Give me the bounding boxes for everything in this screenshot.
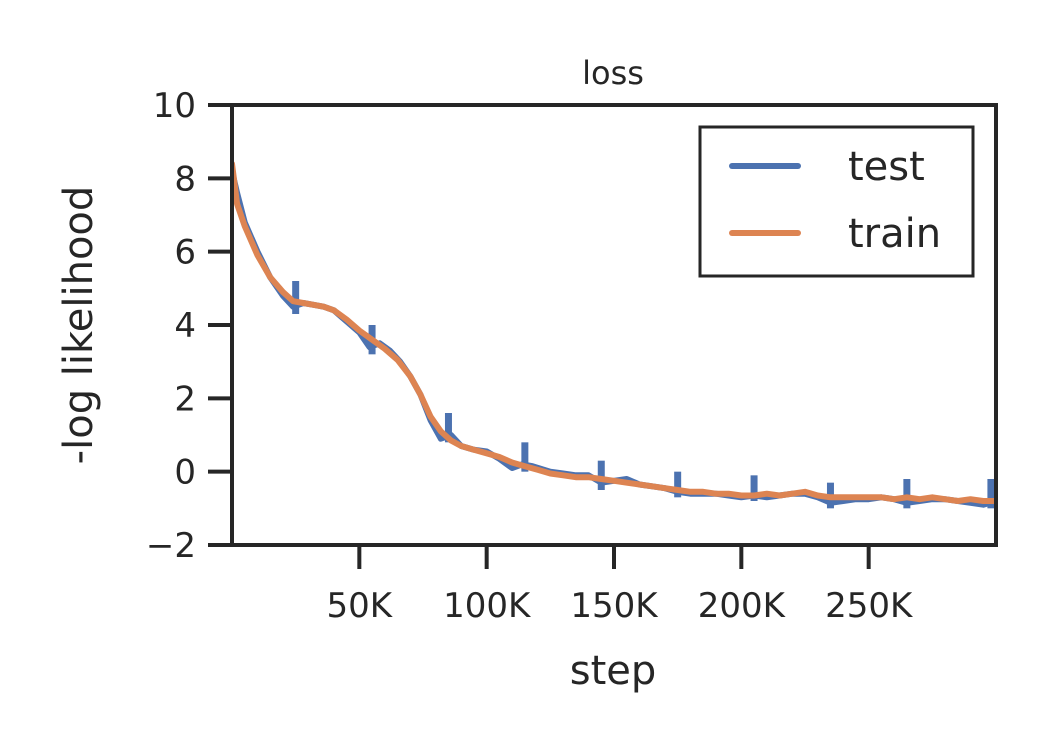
legend: test train (698, 125, 975, 278)
legend-label-train: train (848, 211, 941, 257)
y-tick-label: −2 (146, 526, 196, 566)
y-axis-label: -log likelihood (56, 186, 102, 465)
axis-ticks: −2 0 2 4 6 8 10 50K 100K 150K 200K 250K (146, 86, 914, 626)
x-axis-label: step (570, 648, 657, 694)
x-tick-label: 100K (443, 586, 532, 626)
chart-title: loss (582, 54, 644, 92)
y-tick-label: 0 (174, 453, 196, 493)
y-tick-label: 10 (153, 86, 196, 126)
series-line-train (232, 160, 996, 504)
plot-area (232, 160, 996, 509)
y-tick-label: 6 (174, 233, 196, 273)
y-tick-label: 4 (174, 306, 196, 346)
legend-frame (698, 125, 975, 278)
legend-label-test: test (848, 144, 925, 190)
x-tick-label: 50K (327, 586, 394, 626)
y-tick-label: 2 (174, 379, 196, 419)
x-tick-label: 150K (570, 586, 659, 626)
x-tick-label: 200K (698, 586, 787, 626)
x-tick-label: 250K (825, 586, 914, 626)
y-tick-label: 8 (174, 159, 196, 199)
